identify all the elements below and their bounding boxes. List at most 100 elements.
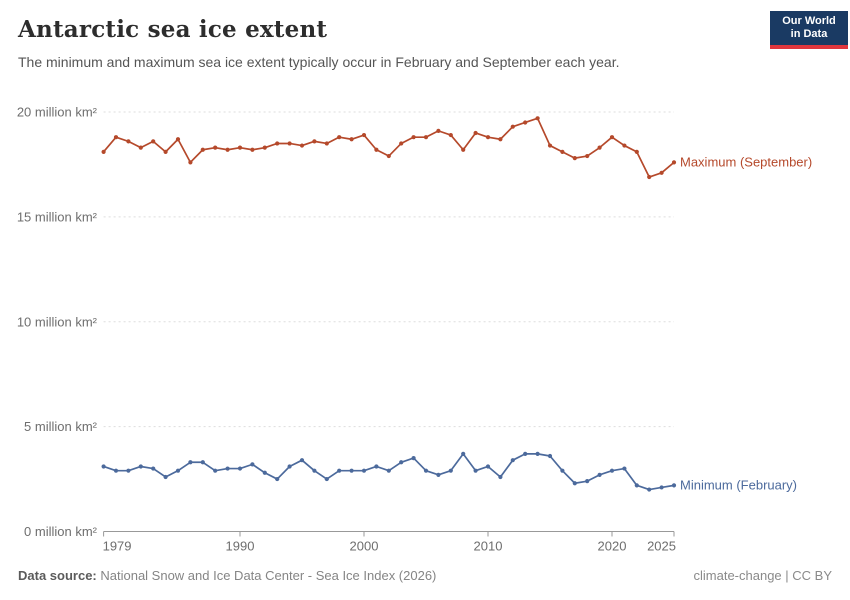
max-series-point bbox=[225, 147, 230, 152]
min-series-point bbox=[423, 468, 429, 473]
max-series-point bbox=[461, 147, 466, 152]
min-series-point bbox=[312, 468, 317, 473]
max-series-point bbox=[113, 135, 119, 140]
min-series-point bbox=[287, 464, 292, 469]
min-series-point bbox=[151, 466, 156, 471]
max-series-point bbox=[473, 130, 478, 136]
min-series-point bbox=[361, 468, 367, 473]
max-series-point bbox=[200, 147, 205, 152]
max-series-point bbox=[560, 149, 565, 154]
max-series-point bbox=[411, 135, 416, 140]
license-text[interactable]: climate-change | CC BY bbox=[693, 568, 833, 583]
max-series-point bbox=[126, 139, 131, 144]
page-title: Antarctic sea ice extent bbox=[18, 16, 328, 43]
min-series-point bbox=[262, 470, 267, 475]
min-series-point bbox=[213, 468, 218, 473]
max-series-point bbox=[237, 145, 243, 150]
min-series-point bbox=[572, 481, 577, 486]
max-series-point bbox=[671, 160, 677, 165]
data-source-label: Data source: bbox=[18, 568, 97, 583]
max-series-point bbox=[572, 156, 577, 161]
y-tick-label: 10 million km² bbox=[17, 314, 98, 329]
max-series-point bbox=[485, 135, 491, 140]
max-series-point bbox=[275, 141, 280, 146]
min-series-point bbox=[622, 466, 627, 471]
max-series-point bbox=[151, 139, 156, 144]
min-series-point bbox=[175, 468, 181, 473]
min-series-point bbox=[523, 451, 528, 456]
max-series-point bbox=[250, 147, 255, 152]
owid-logo[interactable]: Our World in Data bbox=[770, 11, 848, 49]
max-series-point bbox=[622, 143, 627, 148]
max-series-point bbox=[547, 143, 553, 148]
max-series-point bbox=[609, 135, 615, 140]
data-source: Data source: National Snow and Ice Data … bbox=[18, 568, 436, 583]
max-series-point bbox=[510, 124, 515, 129]
max-series-point bbox=[535, 116, 540, 121]
max-series-point bbox=[188, 160, 193, 165]
owid-logo-line1: Our World bbox=[782, 15, 836, 27]
min-series-point bbox=[113, 468, 119, 473]
max-series-point bbox=[659, 170, 664, 175]
chart-footer: Data source: National Snow and Ice Data … bbox=[18, 568, 832, 583]
x-tick-label: 2020 bbox=[598, 539, 627, 554]
x-tick-label: 2000 bbox=[350, 539, 379, 554]
max-series-point bbox=[498, 137, 503, 142]
min-series-point bbox=[609, 468, 615, 473]
max-series-point bbox=[374, 147, 379, 152]
x-tick-label: 2025 bbox=[647, 539, 676, 554]
min-series-point bbox=[399, 460, 404, 465]
min-series-point bbox=[585, 479, 590, 484]
x-tick-label: 2010 bbox=[474, 539, 503, 554]
page-subtitle: The minimum and maximum sea ice extent t… bbox=[18, 54, 620, 70]
y-tick-label: 20 million km² bbox=[17, 105, 98, 120]
max-series-point bbox=[386, 153, 391, 159]
y-tick-label: 15 million km² bbox=[17, 209, 98, 224]
min-series-point bbox=[671, 483, 677, 488]
max-series-point bbox=[523, 120, 528, 125]
min-series-point bbox=[188, 460, 193, 465]
min-series-point bbox=[597, 472, 602, 477]
min-series-point bbox=[374, 464, 379, 469]
x-tick-label: 1979 bbox=[103, 539, 132, 554]
max-series-point bbox=[423, 135, 429, 140]
min-series-point bbox=[547, 453, 553, 459]
max-series-line bbox=[102, 117, 675, 178]
max-series-point bbox=[361, 132, 367, 138]
min-series-point bbox=[126, 468, 131, 473]
min-series-point bbox=[324, 476, 329, 482]
min-series-point bbox=[101, 464, 106, 469]
min-series-point bbox=[250, 462, 255, 467]
max-series-point bbox=[399, 141, 404, 146]
min-series-point bbox=[349, 468, 354, 473]
min-series-point bbox=[461, 451, 466, 456]
min-series-point bbox=[225, 466, 230, 471]
max-series-point bbox=[647, 174, 652, 180]
min-series-point bbox=[436, 472, 441, 477]
min-series-point bbox=[473, 468, 478, 473]
min-series-point bbox=[386, 468, 391, 473]
min-series-point bbox=[337, 468, 342, 473]
max-series-point bbox=[585, 153, 590, 159]
max-series-point bbox=[175, 137, 181, 142]
max-series-point bbox=[262, 145, 267, 150]
min-series-point bbox=[659, 485, 664, 490]
max-series-point bbox=[349, 137, 354, 142]
max-series-point bbox=[597, 145, 602, 150]
min-series-point bbox=[275, 476, 280, 482]
max-series-label: Maximum (September) bbox=[680, 154, 812, 169]
max-series-point bbox=[213, 145, 218, 150]
min-series-point bbox=[560, 468, 565, 473]
data-source-text: National Snow and Ice Data Center - Sea … bbox=[96, 568, 437, 583]
owid-logo-line2: in Data bbox=[790, 28, 828, 40]
max-series-point bbox=[337, 135, 342, 140]
max-series-point bbox=[634, 149, 639, 154]
min-series-point bbox=[485, 464, 491, 469]
min-series-point bbox=[411, 455, 416, 461]
max-series-point bbox=[436, 128, 441, 133]
max-series-point bbox=[299, 143, 305, 148]
min-series-point bbox=[498, 474, 503, 480]
min-series-point bbox=[510, 458, 515, 463]
max-series-point bbox=[287, 141, 292, 146]
